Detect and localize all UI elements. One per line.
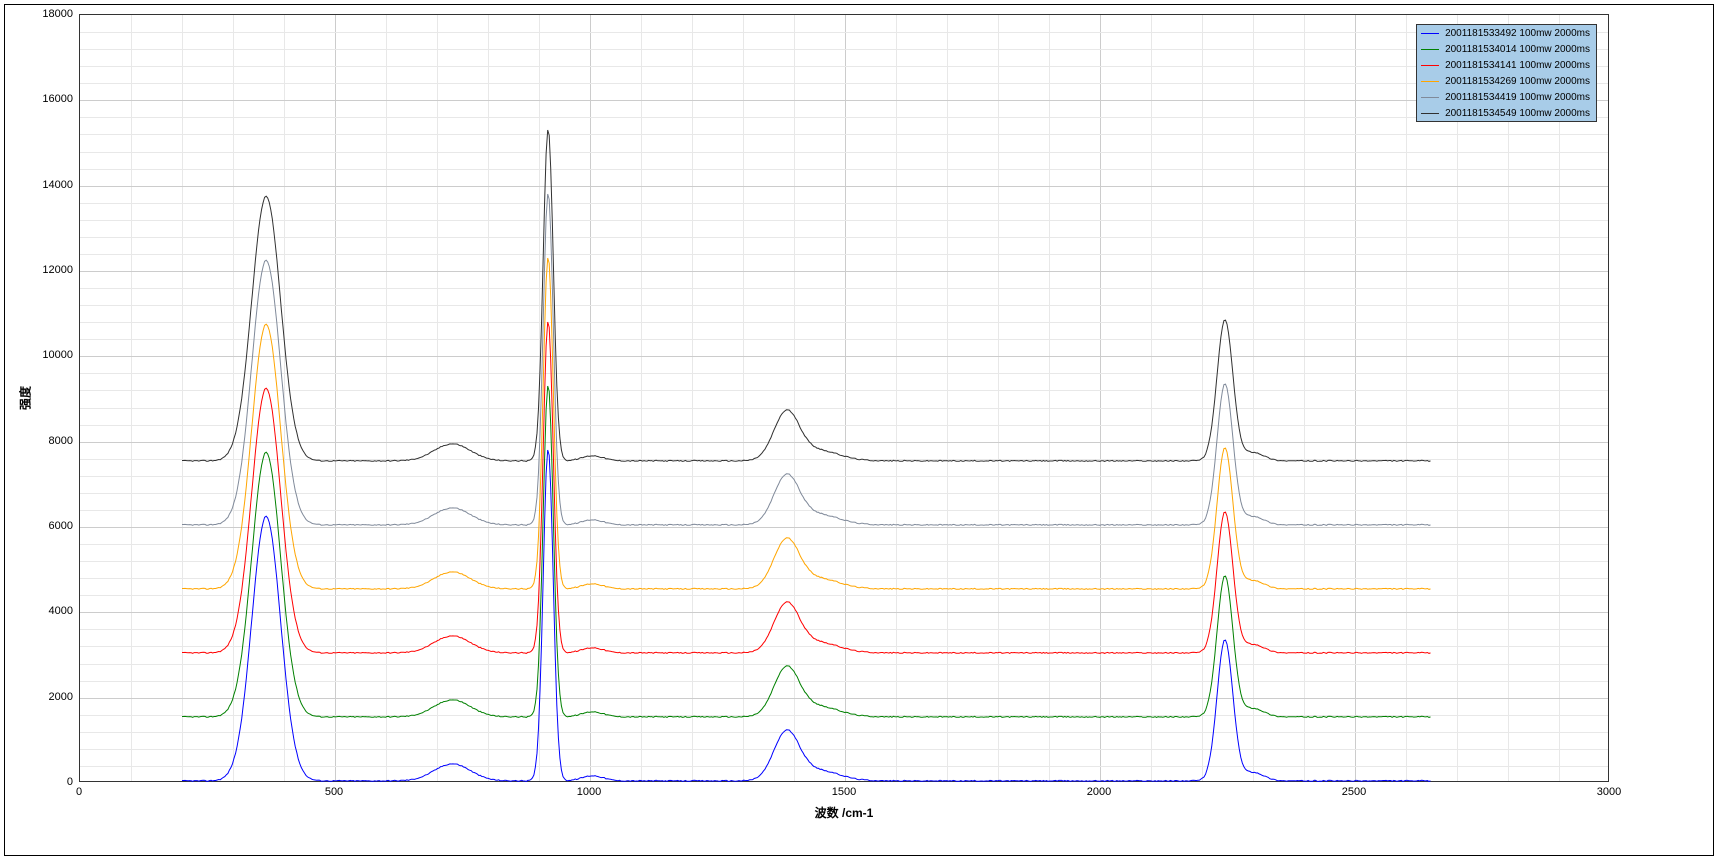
legend-label-3: 2001181534269 100mw 2000ms	[1445, 76, 1590, 87]
series-line-0	[182, 450, 1431, 781]
legend-row-4: 2001181534419 100mw 2000ms	[1417, 89, 1596, 105]
legend-swatch-0	[1421, 33, 1439, 34]
x-tick-label: 2500	[1342, 786, 1366, 798]
plot-area	[79, 14, 1609, 782]
series-line-2	[182, 322, 1431, 653]
legend-label-2: 2001181534141 100mw 2000ms	[1445, 60, 1590, 71]
legend-row-2: 2001181534141 100mw 2000ms	[1417, 57, 1596, 73]
y-tick-label: 2000	[33, 691, 73, 703]
x-tick-label: 3000	[1597, 786, 1621, 798]
y-tick-label: 4000	[33, 605, 73, 617]
spectrum-svg	[80, 15, 1610, 783]
y-tick-label: 12000	[33, 264, 73, 276]
legend-swatch-1	[1421, 49, 1439, 50]
legend-label-5: 2001181534549 100mw 2000ms	[1445, 108, 1590, 119]
x-tick-label: 2000	[1087, 786, 1111, 798]
legend: 2001181533492 100mw 2000ms 2001181534014 …	[1416, 24, 1597, 122]
y-tick-label: 18000	[33, 8, 73, 20]
chart-frame: 波数 /cm-1 强度 2001181533492 100mw 2000ms20…	[4, 4, 1714, 856]
y-tick-label: 14000	[33, 179, 73, 191]
x-tick-label: 1500	[832, 786, 856, 798]
legend-label-4: 2001181534419 100mw 2000ms	[1445, 92, 1590, 103]
series-line-3	[182, 258, 1431, 589]
series-line-5	[182, 130, 1431, 461]
legend-swatch-4	[1421, 97, 1439, 98]
x-tick-label: 1000	[577, 786, 601, 798]
y-tick-label: 10000	[33, 349, 73, 361]
x-tick-label: 500	[325, 786, 343, 798]
y-tick-label: 0	[33, 776, 73, 788]
y-tick-label: 6000	[33, 520, 73, 532]
legend-label-1: 2001181534014 100mw 2000ms	[1445, 44, 1590, 55]
y-tick-label: 16000	[33, 93, 73, 105]
series-line-1	[182, 386, 1431, 717]
series-line-4	[182, 194, 1431, 525]
legend-swatch-3	[1421, 81, 1439, 82]
y-tick-label: 8000	[33, 435, 73, 447]
x-axis-label: 波数 /cm-1	[815, 804, 874, 821]
legend-row-3: 2001181534269 100mw 2000ms	[1417, 73, 1596, 89]
legend-row-5: 2001181534549 100mw 2000ms	[1417, 105, 1596, 121]
y-axis-label: 强度	[17, 386, 34, 410]
legend-row-1: 2001181534014 100mw 2000ms	[1417, 41, 1596, 57]
legend-row-0: 2001181533492 100mw 2000ms	[1417, 25, 1596, 41]
legend-label-0: 2001181533492 100mw 2000ms	[1445, 28, 1590, 39]
legend-swatch-2	[1421, 65, 1439, 66]
x-tick-label: 0	[76, 786, 82, 798]
legend-swatch-5	[1421, 113, 1439, 114]
